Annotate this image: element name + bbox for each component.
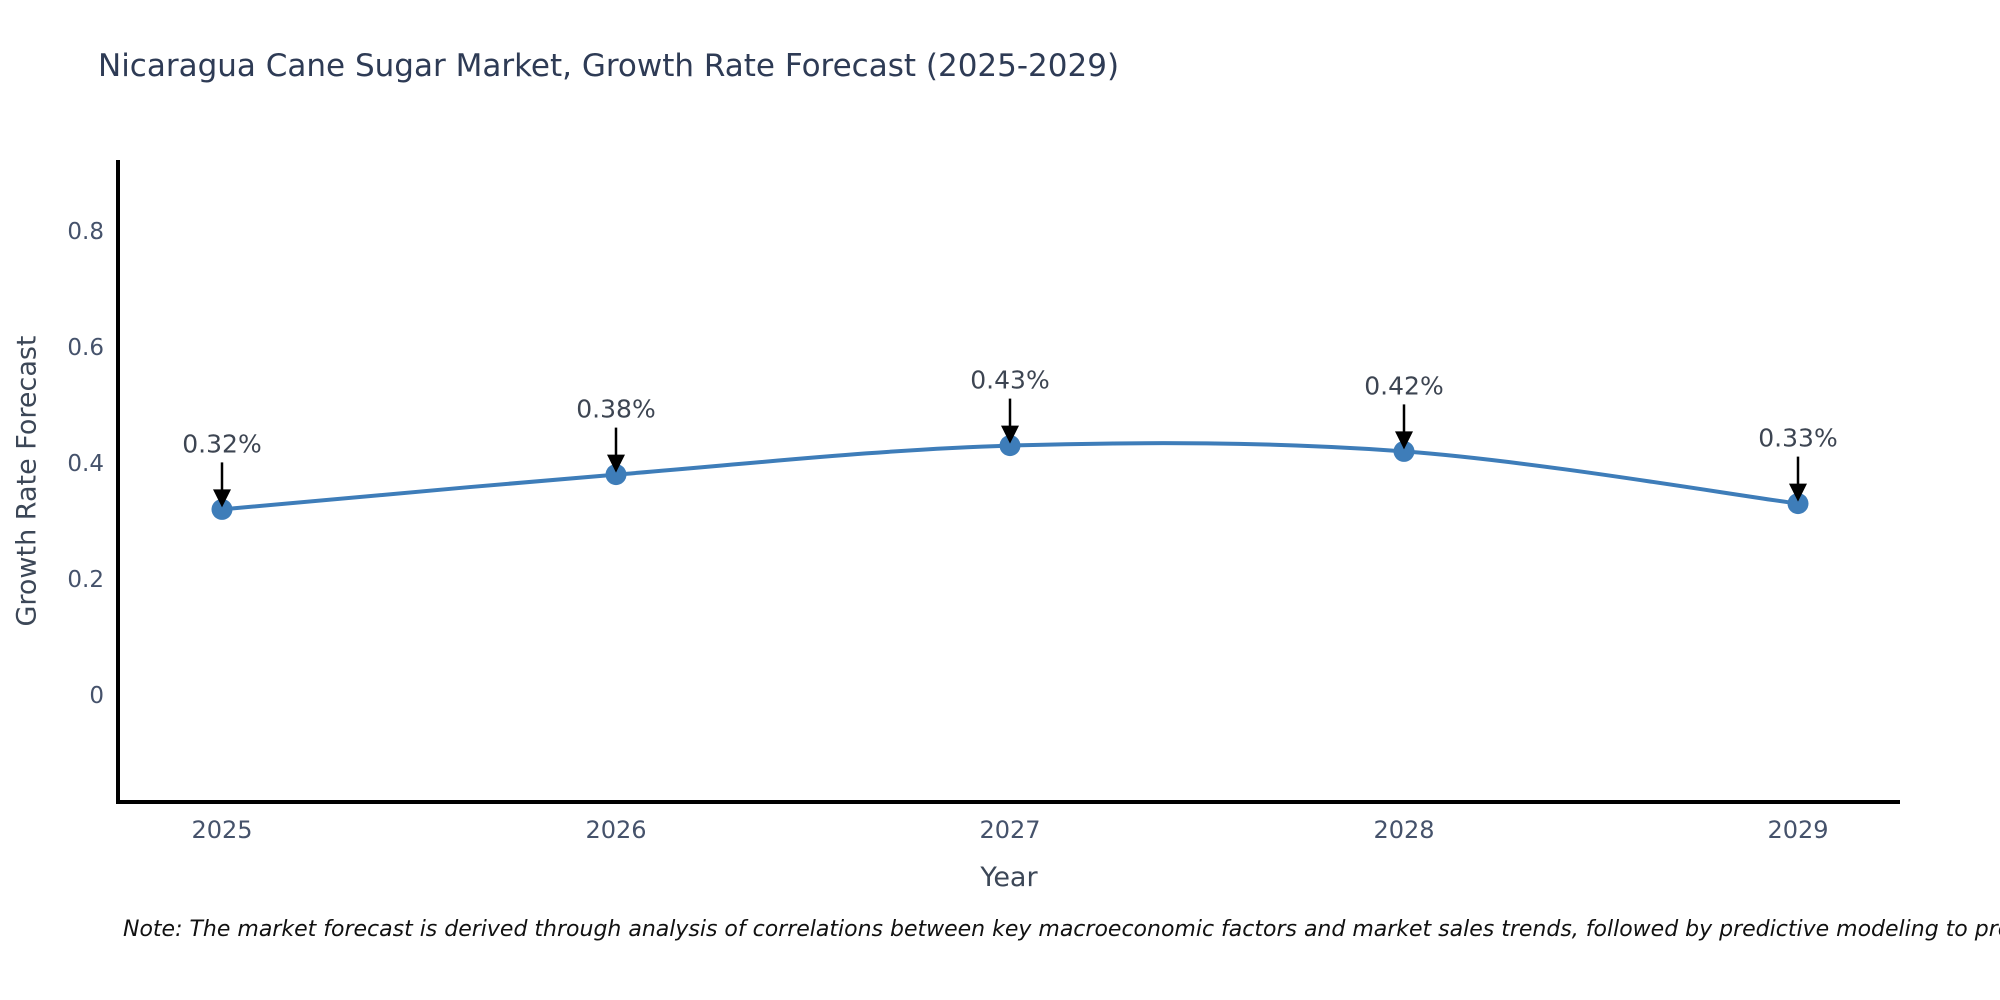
x-tick-label: 2026 — [585, 816, 646, 844]
data-point-marker — [1787, 493, 1809, 515]
x-axis-title: Year — [980, 862, 1038, 893]
y-tick-label: 0.2 — [67, 567, 104, 593]
x-tick-label: 2027 — [979, 816, 1040, 844]
data-point-marker — [1393, 440, 1415, 462]
annotation-arrowhead — [1789, 483, 1807, 502]
annotation-arrowhead — [213, 489, 231, 508]
data-point-label: 0.32% — [182, 429, 261, 458]
data-point-label: 0.42% — [1364, 371, 1443, 400]
data-point-marker — [605, 464, 627, 486]
data-point-marker — [211, 498, 233, 520]
y-tick-label: 0.8 — [67, 219, 104, 245]
y-tick-label: 0 — [89, 683, 104, 709]
annotation-arrowhead — [607, 454, 625, 473]
data-point-label: 0.43% — [970, 366, 1049, 395]
data-point-marker — [999, 435, 1021, 457]
annotation-arrowhead — [1001, 425, 1019, 444]
data-point-label: 0.33% — [1758, 424, 1837, 453]
x-tick-label: 2029 — [1767, 816, 1828, 844]
footnote: Note: The market forecast is derived thr… — [123, 917, 2000, 942]
annotation-arrowhead — [1395, 431, 1413, 450]
x-tick-label: 2025 — [191, 816, 252, 844]
x-tick-label: 2028 — [1373, 816, 1434, 844]
data-point-label: 0.38% — [576, 395, 655, 424]
y-tick-label: 0.6 — [67, 335, 104, 361]
chart-title: Nicaragua Cane Sugar Market, Growth Rate… — [98, 48, 1120, 84]
y-tick-label: 0.4 — [67, 451, 104, 477]
